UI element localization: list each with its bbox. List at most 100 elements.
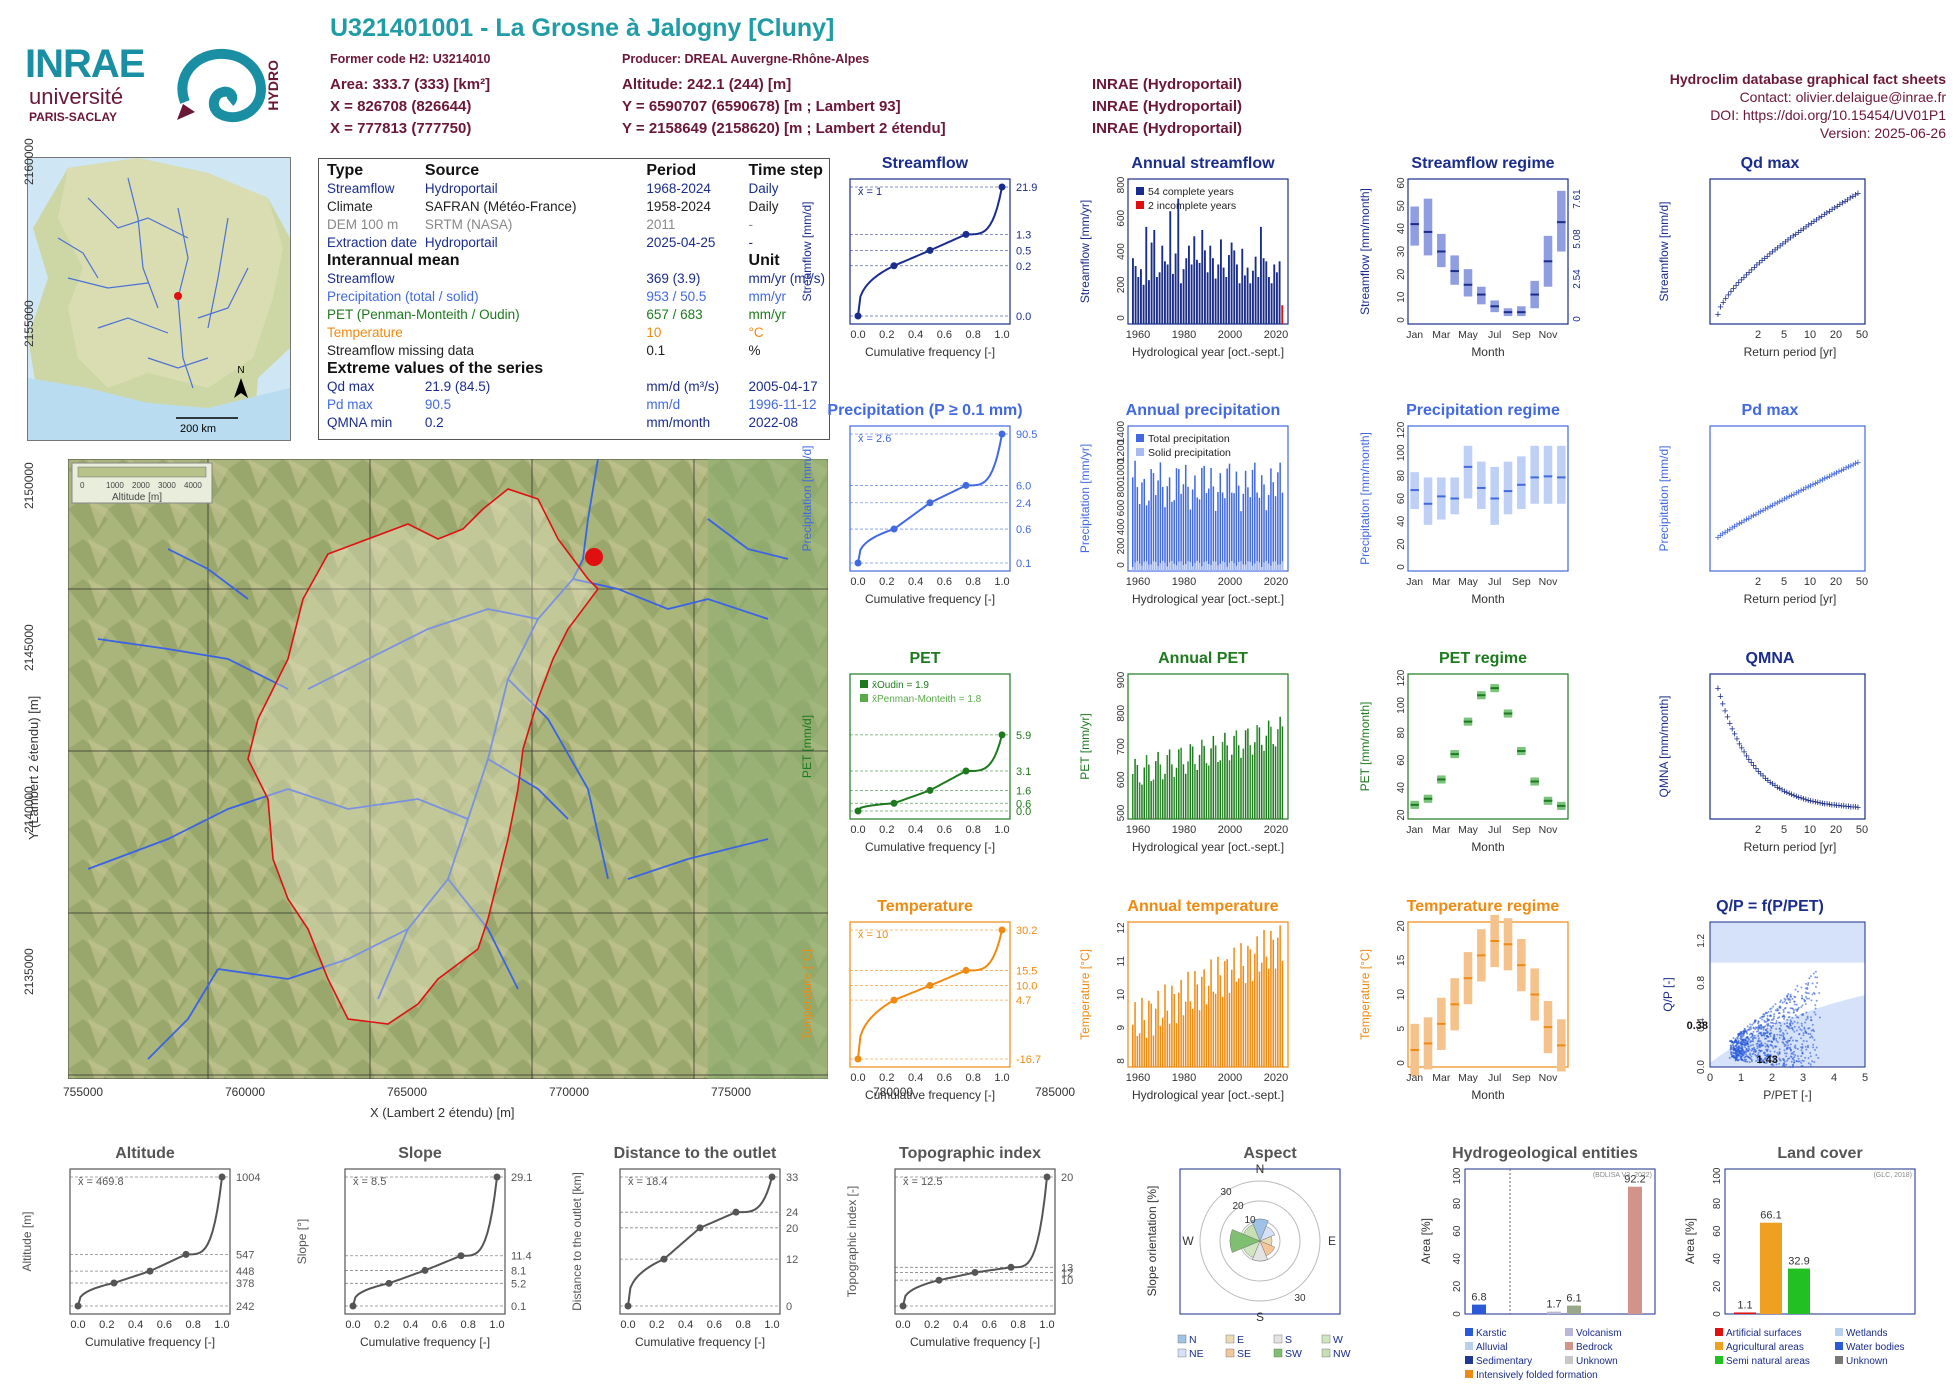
scatter-point xyxy=(1769,1035,1772,1038)
scatter-point xyxy=(1766,1049,1769,1052)
bar xyxy=(1274,968,1277,1067)
scatter-point xyxy=(1778,1050,1781,1053)
scatter-point xyxy=(1778,1062,1781,1065)
data-point: + xyxy=(1731,521,1737,533)
bar xyxy=(1173,500,1175,571)
x-tick-label: 10 xyxy=(1804,824,1816,836)
scatter-point xyxy=(1786,1048,1789,1051)
x-tick-label: 2000 xyxy=(1218,824,1242,836)
bar xyxy=(1219,975,1222,1067)
bar-secondary xyxy=(1219,563,1222,571)
x-tick-label: 20 xyxy=(1830,824,1842,836)
fdc-point xyxy=(998,731,1006,739)
bar xyxy=(1221,996,1224,1067)
scatter-point xyxy=(1778,1005,1781,1008)
right-tick-label: 7.61 xyxy=(1572,189,1583,209)
scatter-point xyxy=(1730,1053,1733,1056)
scatter-point xyxy=(1730,1040,1733,1043)
y-tick-label: 40 xyxy=(1452,1253,1463,1265)
distance-fdc-title: Distance to the outlet xyxy=(613,1145,777,1162)
bar xyxy=(1182,269,1185,324)
legend-label: S xyxy=(1285,1334,1292,1346)
map-y-tick: 2140000 xyxy=(22,786,36,833)
scatter-point xyxy=(1766,1014,1769,1017)
bar xyxy=(1278,261,1281,324)
scatter-point xyxy=(1756,1022,1759,1025)
scatter-point xyxy=(1793,1059,1796,1062)
bar-secondary xyxy=(1148,564,1150,571)
aspect-wedge xyxy=(1251,1218,1269,1242)
data-point: + xyxy=(1723,293,1729,305)
x-lambert2e: X = 777813 (777750) xyxy=(330,120,472,137)
bar xyxy=(1161,486,1164,571)
bar xyxy=(1249,283,1252,324)
scatter-point xyxy=(1793,1025,1796,1028)
right-tick-label: 0.2 xyxy=(1016,261,1031,273)
bar xyxy=(1788,1268,1810,1314)
scatter-point xyxy=(1737,1054,1740,1057)
fdc-point xyxy=(971,1268,979,1276)
fdc-point xyxy=(732,1208,740,1216)
scatter-point xyxy=(1776,1017,1779,1020)
data-point: + xyxy=(1793,791,1799,803)
bar xyxy=(1270,930,1272,1067)
scatter-point xyxy=(1785,1063,1788,1066)
x-tick-label: 1.0 xyxy=(214,1319,229,1331)
bar-secondary xyxy=(1150,564,1152,571)
legend-swatch xyxy=(1565,1342,1573,1350)
bar xyxy=(1228,255,1230,324)
scatter-point xyxy=(1763,1034,1766,1037)
data-point: + xyxy=(1765,502,1771,514)
right-tick-label: 378 xyxy=(236,1278,254,1290)
data-point: + xyxy=(1826,471,1832,483)
scatter-point xyxy=(1784,1006,1787,1009)
bar xyxy=(1198,1010,1201,1067)
bar xyxy=(1185,258,1188,324)
x-tick-label: 2020 xyxy=(1264,329,1288,341)
scatter-point xyxy=(1783,1000,1786,1003)
scatter-point xyxy=(1786,1039,1789,1042)
map-x-tick: 770000 xyxy=(549,1085,590,1099)
bar xyxy=(1249,497,1251,571)
scatter-point xyxy=(1804,995,1807,998)
scatter-point xyxy=(1751,1048,1754,1051)
catchment-map: 0 1000 2000 3000 4000 Altitude [m] xyxy=(68,459,828,1079)
bar xyxy=(1235,730,1238,819)
scatter-point xyxy=(1778,1034,1781,1037)
scatter-point xyxy=(1801,1052,1804,1055)
scatter-point xyxy=(1793,1055,1796,1058)
bar xyxy=(1177,198,1180,324)
bar xyxy=(1180,979,1182,1067)
scatter-point xyxy=(1773,1050,1776,1053)
scatter-point xyxy=(1746,1040,1749,1043)
bar xyxy=(1168,477,1171,571)
data-point: + xyxy=(1767,777,1773,789)
annual-temp-panel: 1960 1980 2000 2020 8 9 10 11 12 Hydrological yea… xyxy=(1073,898,1333,1113)
scatter-point xyxy=(1806,1044,1809,1047)
data-point: + xyxy=(1798,225,1804,237)
data-point: + xyxy=(1831,202,1837,214)
x-axis-label: Cumulative frequency [-] xyxy=(910,1335,1040,1349)
data-point: + xyxy=(1831,800,1837,812)
fdc-point xyxy=(1043,1173,1051,1181)
data-point: + xyxy=(1816,213,1822,225)
bar xyxy=(1212,735,1215,819)
legend-swatch xyxy=(1835,1342,1843,1350)
data-point: + xyxy=(1822,473,1828,485)
precip-fdc-panel: 90.5 6.0 2.4 0.6 0.1 0.0 0.2 0.4 0.6 0.8 1.0 x̄ = 2… xyxy=(795,402,1055,617)
scatter-point xyxy=(1774,1045,1777,1048)
data-point: + xyxy=(1847,193,1853,205)
fdc-point xyxy=(421,1266,429,1274)
data-point: + xyxy=(1724,712,1730,724)
bar xyxy=(1159,764,1162,819)
map-y-tick: 2135000 xyxy=(22,948,36,995)
doi-link[interactable]: DOI: https://doi.org/10.15454/UV01P1 xyxy=(1710,107,1946,123)
bar-secondary xyxy=(1212,561,1215,571)
bar xyxy=(1237,978,1240,1067)
bar xyxy=(1237,745,1240,819)
mean-label: x̄ = 12.5 xyxy=(903,1176,942,1188)
x-tick-label: Mar xyxy=(1432,824,1451,836)
bar xyxy=(1242,493,1245,571)
scatter-point xyxy=(1808,1036,1811,1039)
